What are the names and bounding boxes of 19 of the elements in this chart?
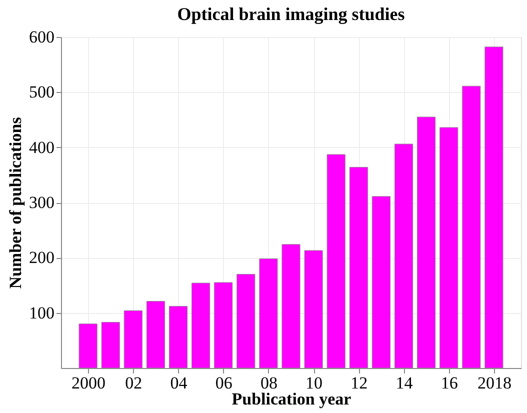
x-tick-label: 2018 bbox=[477, 374, 512, 392]
x-tick-label: 16 bbox=[440, 374, 458, 392]
x-tick-label: 06 bbox=[215, 374, 232, 392]
y-tick-label: 100 bbox=[29, 303, 54, 322]
y-tick-label: 300 bbox=[29, 193, 54, 212]
x-tick-label: 02 bbox=[125, 374, 142, 392]
y-tick-label: 200 bbox=[29, 248, 54, 268]
x-tick-label: 12 bbox=[350, 374, 368, 392]
x-axis-title: Publication year bbox=[232, 390, 352, 408]
x-tick-label: 08 bbox=[260, 374, 278, 392]
x-tick-label: 14 bbox=[396, 374, 414, 392]
chart-title: Optical brain imaging studies bbox=[177, 4, 405, 24]
x-tick-label: 2000 bbox=[72, 374, 106, 392]
x-tick-label: 04 bbox=[170, 374, 188, 392]
x-tick-label: 10 bbox=[306, 374, 323, 392]
y-tick-label: 400 bbox=[29, 138, 54, 157]
y-axis-title: Number of publications bbox=[6, 116, 25, 289]
y-tick-label: 500 bbox=[29, 82, 54, 102]
y-tick-label: 600 bbox=[29, 28, 54, 46]
